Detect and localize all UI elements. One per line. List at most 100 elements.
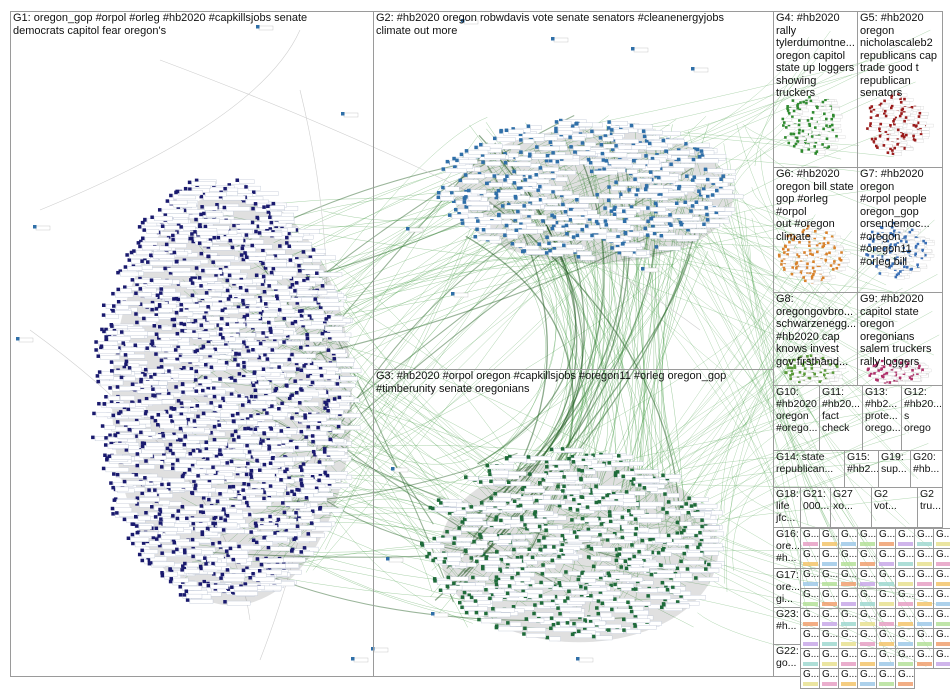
g1-node xyxy=(189,599,214,604)
edge-line xyxy=(736,124,831,316)
edge-line xyxy=(324,141,515,550)
edge-line xyxy=(622,222,856,530)
g1-node xyxy=(230,413,235,418)
g1-node xyxy=(208,353,212,358)
edge-line xyxy=(184,437,459,497)
edge-line xyxy=(673,287,830,577)
edge-line xyxy=(256,229,664,368)
edge-line xyxy=(707,221,849,468)
edge-line xyxy=(325,117,488,278)
edge-line xyxy=(282,435,433,592)
g1-node xyxy=(194,266,199,270)
g1-node xyxy=(283,469,287,474)
g1-node xyxy=(147,488,151,492)
g1-node xyxy=(206,245,211,249)
g1-node xyxy=(139,464,155,470)
g1-node xyxy=(169,406,174,410)
edge-line xyxy=(324,165,542,442)
edge-line xyxy=(292,507,561,535)
g1-node xyxy=(285,334,290,338)
g1-node xyxy=(203,376,208,380)
edge-line xyxy=(733,89,879,188)
edge-line xyxy=(180,152,618,582)
g1-node xyxy=(135,463,139,468)
g1-node xyxy=(108,386,112,390)
edge-line xyxy=(720,251,850,513)
edge-line xyxy=(592,401,936,469)
g1-node xyxy=(200,532,205,537)
edge-line xyxy=(726,294,810,592)
edge-line xyxy=(607,191,899,295)
edge-line xyxy=(527,271,810,466)
g1-node xyxy=(297,401,302,405)
g1-node xyxy=(255,191,279,196)
g1-node xyxy=(196,414,200,419)
edge-line xyxy=(692,552,916,595)
g1-node xyxy=(180,328,184,333)
g1-node xyxy=(94,340,98,344)
g1-node xyxy=(166,235,171,239)
g1-node xyxy=(160,431,165,436)
edge-line xyxy=(193,379,527,467)
g1-node xyxy=(181,564,185,568)
g1-node xyxy=(251,190,256,194)
edge-line xyxy=(313,151,520,342)
edge-line xyxy=(619,182,638,508)
edge-line xyxy=(266,338,662,553)
g1-node xyxy=(254,273,259,278)
g1-node xyxy=(214,273,218,277)
g1-node xyxy=(169,193,173,198)
edge-line xyxy=(278,150,585,240)
g1-node xyxy=(127,258,132,262)
edge-line xyxy=(683,338,793,509)
edge-line xyxy=(751,187,910,263)
edge-line xyxy=(522,443,929,603)
edge-line xyxy=(729,160,807,595)
g1-node xyxy=(131,541,135,546)
g1-node xyxy=(209,430,213,435)
edge-line xyxy=(722,223,797,230)
g1-node xyxy=(235,471,240,476)
edge-line xyxy=(681,484,824,488)
edge-line xyxy=(733,177,809,496)
edge-line xyxy=(584,229,826,606)
edge-line xyxy=(662,458,914,490)
g1-node xyxy=(178,593,183,597)
g1-node xyxy=(140,558,144,563)
g1-node xyxy=(188,236,192,241)
g1-node xyxy=(282,316,286,321)
edge-line xyxy=(598,101,800,220)
g1-node xyxy=(251,206,255,211)
g1-node xyxy=(247,512,252,517)
g1-node xyxy=(301,401,320,407)
edge-line xyxy=(723,143,931,651)
g1-node xyxy=(302,546,307,550)
g1-node xyxy=(324,326,343,332)
edge-line xyxy=(530,558,833,611)
g1-node xyxy=(288,286,293,290)
g1-node xyxy=(144,511,148,515)
g1-node xyxy=(284,528,288,533)
g1-node xyxy=(112,472,116,476)
g1-node xyxy=(160,510,164,514)
g1-node xyxy=(243,426,247,431)
g1-node xyxy=(198,222,202,227)
g1-node xyxy=(213,431,226,437)
g1-node xyxy=(212,354,232,360)
g1-node xyxy=(176,344,180,348)
edge-line xyxy=(678,258,915,295)
edge-line xyxy=(731,466,829,532)
g1-node xyxy=(295,301,300,305)
g1-node xyxy=(192,479,196,483)
edge-line xyxy=(273,131,560,244)
g1-node xyxy=(323,329,327,334)
edge-line xyxy=(551,236,615,478)
g1-node xyxy=(122,517,127,522)
g1-node xyxy=(231,503,235,507)
g1-node xyxy=(111,512,115,516)
g1-node xyxy=(171,550,176,554)
edge-line xyxy=(312,256,555,571)
edge-line xyxy=(724,243,882,584)
edge-line xyxy=(617,153,645,568)
